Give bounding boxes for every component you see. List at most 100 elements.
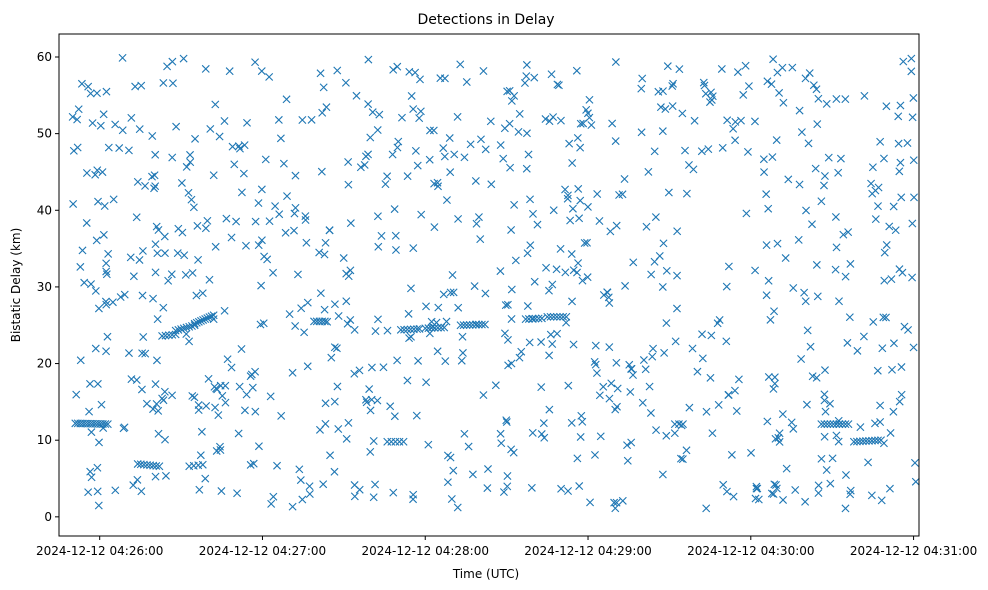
- data-point: [173, 249, 182, 258]
- data-point: [332, 344, 341, 353]
- data-point: [448, 271, 457, 279]
- data-point: [413, 161, 422, 170]
- x-tick-label: 2024-12-12 04:26:00: [36, 544, 163, 558]
- data-point: [217, 487, 226, 496]
- data-point: [795, 180, 804, 189]
- data-point: [460, 153, 469, 162]
- data-point: [612, 221, 621, 230]
- data-point: [835, 420, 844, 429]
- data-point: [731, 136, 740, 145]
- data-point: [832, 95, 841, 103]
- data-point: [390, 412, 399, 421]
- data-point: [575, 214, 584, 223]
- data-point: [449, 466, 458, 475]
- data-point: [355, 485, 364, 494]
- data-point: [205, 275, 214, 284]
- data-point: [853, 346, 862, 355]
- data-point: [760, 168, 769, 177]
- data-point: [585, 95, 594, 104]
- data-point: [269, 268, 278, 277]
- data-point: [871, 419, 879, 428]
- data-point: [86, 467, 95, 476]
- data-point: [86, 379, 94, 388]
- data-point: [650, 257, 659, 266]
- data-point: [161, 471, 170, 480]
- data-point: [590, 357, 599, 366]
- data-point: [437, 323, 446, 332]
- data-point: [196, 451, 205, 460]
- data-point: [483, 484, 492, 493]
- data-point: [909, 93, 918, 102]
- data-point: [115, 144, 124, 153]
- data-point: [759, 155, 768, 164]
- data-point: [204, 374, 213, 383]
- data-point: [111, 486, 120, 495]
- data-point: [908, 113, 917, 122]
- data-point: [564, 381, 573, 390]
- data-point: [240, 406, 249, 415]
- data-point: [586, 498, 595, 507]
- data-point: [659, 239, 668, 248]
- data-point: [289, 226, 298, 235]
- data-point: [530, 277, 539, 286]
- data-point: [305, 482, 314, 491]
- data-point: [365, 385, 374, 394]
- data-point: [481, 289, 490, 298]
- data-point: [522, 72, 531, 81]
- data-point: [190, 393, 199, 402]
- data-point: [168, 391, 177, 400]
- data-point: [160, 249, 169, 258]
- data-point: [237, 188, 246, 197]
- data-point: [383, 326, 392, 335]
- data-point: [770, 480, 779, 489]
- data-point: [317, 167, 326, 176]
- data-point: [171, 326, 180, 335]
- data-point: [282, 95, 291, 104]
- data-point: [301, 215, 310, 224]
- data-point: [766, 315, 775, 324]
- data-point: [215, 132, 224, 141]
- data-point: [861, 437, 870, 446]
- data-point: [403, 376, 412, 385]
- data-point: [116, 293, 125, 302]
- data-point: [608, 119, 617, 128]
- data-point: [443, 478, 452, 487]
- data-point: [371, 480, 380, 489]
- data-point: [732, 407, 741, 416]
- data-point: [607, 379, 616, 388]
- data-point: [762, 241, 771, 250]
- data-point: [537, 338, 546, 347]
- data-point: [316, 289, 325, 298]
- data-point: [507, 445, 516, 454]
- data-point: [887, 275, 896, 284]
- data-point: [573, 133, 582, 142]
- data-point: [279, 159, 288, 168]
- data-point: [545, 351, 554, 360]
- data-point: [220, 116, 229, 125]
- data-point: [618, 190, 627, 199]
- data-point: [698, 354, 707, 363]
- data-point: [552, 265, 561, 274]
- data-point: [234, 429, 243, 438]
- data-point: [867, 436, 876, 445]
- data-point: [741, 61, 750, 70]
- data-point: [880, 276, 889, 285]
- data-point: [409, 325, 418, 334]
- data-point: [522, 164, 531, 173]
- data-point: [422, 378, 431, 387]
- data-point: [882, 102, 891, 111]
- data-point: [416, 107, 425, 116]
- data-point: [841, 504, 850, 513]
- data-point: [149, 405, 158, 414]
- data-point: [832, 431, 841, 440]
- data-point: [101, 297, 110, 306]
- data-point: [527, 483, 536, 492]
- data-point: [225, 67, 234, 76]
- data-point: [669, 79, 678, 88]
- data-point: [524, 314, 533, 323]
- data-point: [409, 105, 418, 114]
- data-point: [453, 112, 462, 121]
- data-point: [734, 375, 743, 384]
- data-point: [553, 329, 562, 338]
- data-point: [373, 126, 382, 135]
